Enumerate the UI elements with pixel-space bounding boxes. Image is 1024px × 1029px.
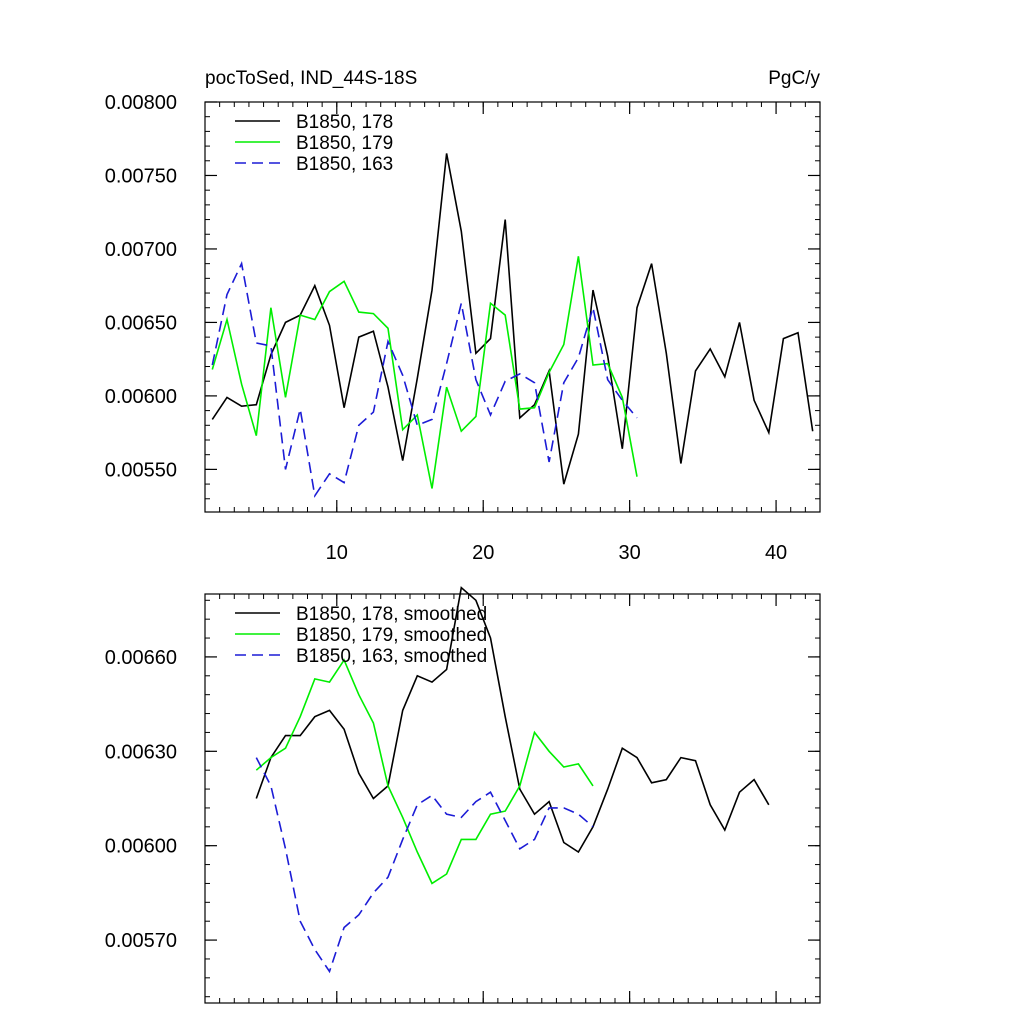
y-tick-label: 0.00570 <box>105 930 177 952</box>
legend-label-2: B1850, 163, smoothed <box>296 646 487 667</box>
series-line-0 <box>211 153 814 485</box>
chart-title-right: PgC/y <box>768 68 820 89</box>
legend-label-0: B1850, 178, smoothed <box>296 604 487 625</box>
series-line-2 <box>255 757 594 974</box>
y-tick-label: 0.00600 <box>105 386 177 408</box>
series-line-2 <box>211 261 638 498</box>
y-tick-label: 0.00650 <box>105 312 177 334</box>
chart-title-left: pocToSed, IND_44S-18S <box>205 68 417 89</box>
y-tick-label: 0.00700 <box>105 239 177 261</box>
legend-label-1: B1850, 179 <box>296 133 393 154</box>
x-tick-label: 10 <box>326 542 348 564</box>
y-tick-label: 0.00550 <box>105 459 177 481</box>
legend-label-2: B1850, 163 <box>296 154 393 175</box>
bottom-panel: 0.00570 0.00600 0.00630 0.00660 B1850, 178, … <box>105 586 821 1004</box>
x-tick-label: 30 <box>619 542 641 564</box>
top-panel: 10 20 30 40 0.00550 0.00600 0.00650 0.00700 0.00… <box>105 92 821 564</box>
y-tick-label: 0.00630 <box>105 741 177 763</box>
y-tick-label: 0.00750 <box>105 165 177 187</box>
series-line-1 <box>255 658 594 885</box>
legend-label-0: B1850, 178 <box>296 112 393 133</box>
legend-label-1: B1850, 179, smoothed <box>296 625 487 646</box>
series-line-0 <box>255 586 770 854</box>
series-line-1 <box>211 256 638 489</box>
y-tick-label: 0.00660 <box>105 647 177 669</box>
y-tick-label: 0.00800 <box>105 92 177 114</box>
x-tick-label: 20 <box>472 542 494 564</box>
y-tick-label: 0.00600 <box>105 836 177 858</box>
x-tick-label: 40 <box>765 542 787 564</box>
